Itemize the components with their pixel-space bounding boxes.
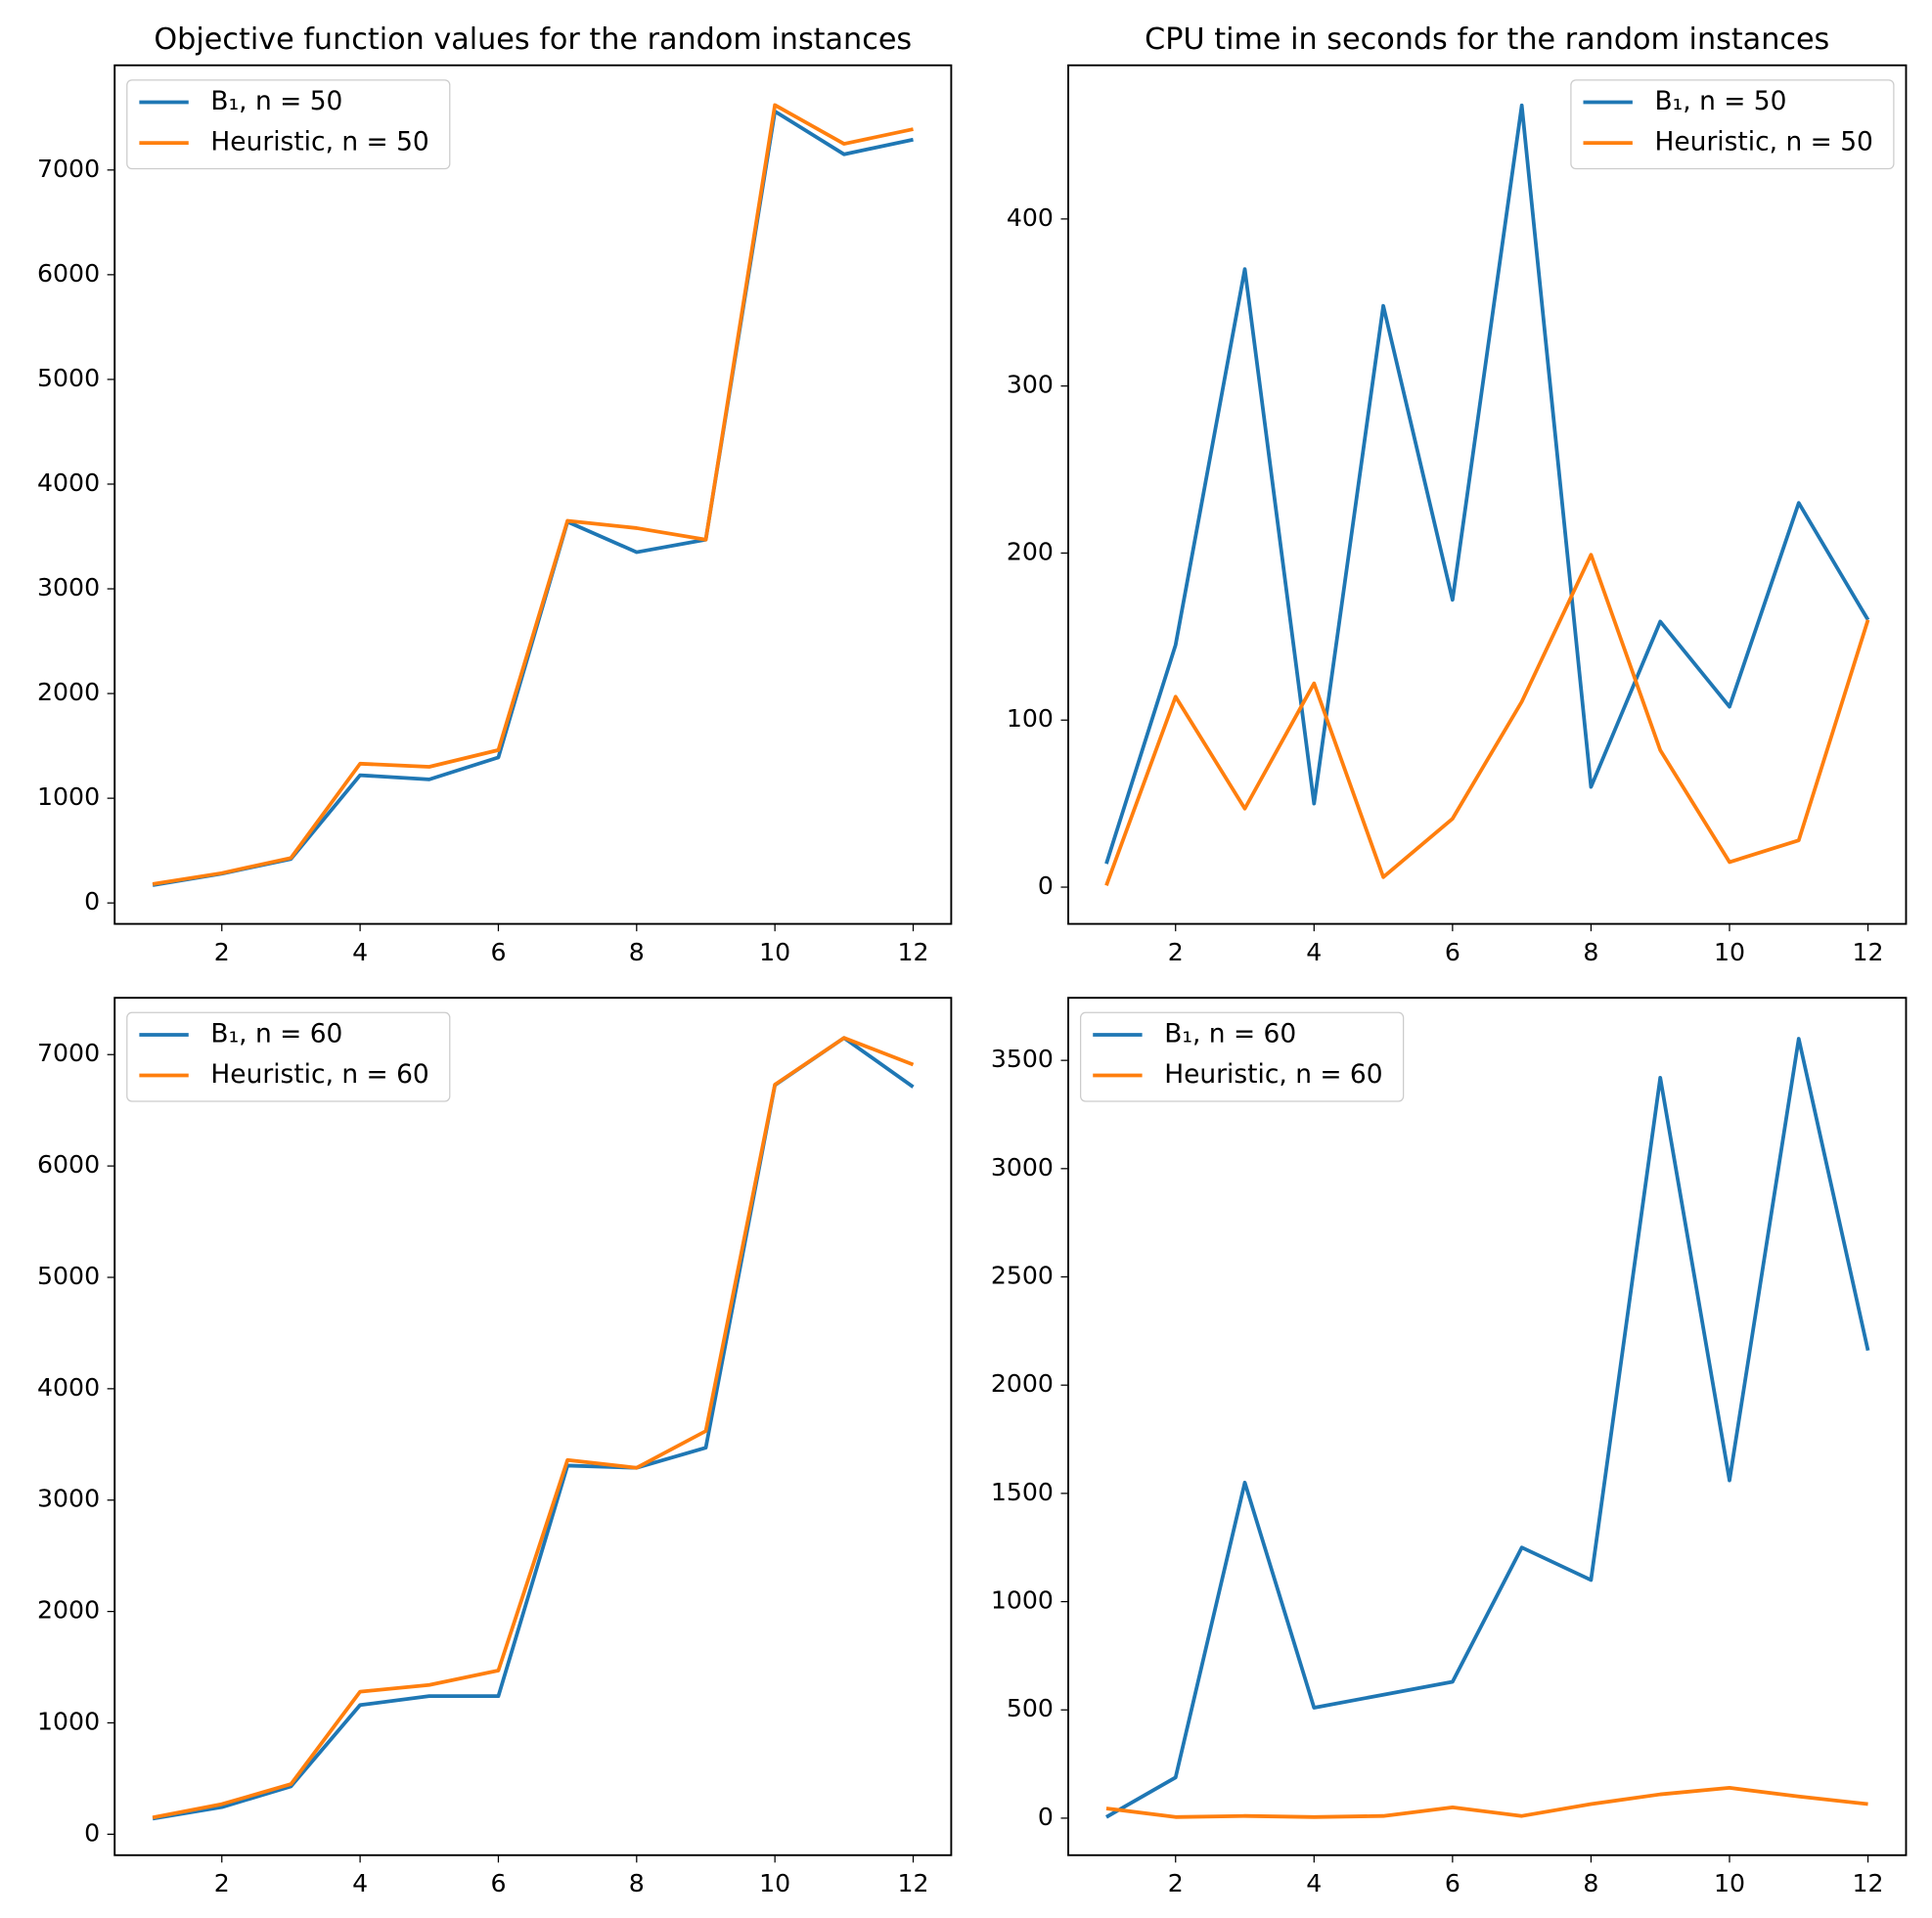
y-tick-label: 3500 — [991, 1045, 1054, 1073]
axes-frame — [1067, 997, 1908, 1856]
y-tick-label: 4000 — [37, 468, 100, 497]
y-tick-label: 2500 — [991, 1262, 1054, 1290]
axes-frame — [113, 64, 953, 925]
series-line — [1104, 553, 1870, 886]
x-tick-label: 10 — [1714, 938, 1745, 966]
x-tick-label: 6 — [1445, 938, 1460, 966]
y-tick-label: 1000 — [37, 1707, 100, 1735]
x-tick-label: 10 — [1714, 1869, 1745, 1897]
y-tick-label: 0 — [1038, 1803, 1054, 1831]
legend-label: B₁, n = 60 — [1164, 1018, 1296, 1048]
subplot: Objective function values for the random… — [37, 22, 953, 966]
x-tick-label: 12 — [897, 1869, 928, 1897]
y-tick-label: 0 — [84, 1818, 100, 1847]
legend-box — [1570, 79, 1895, 170]
x-tick-label: 12 — [897, 938, 928, 966]
legend: B₁, n = 60 Heuristic, n = 60 — [1080, 1011, 1405, 1102]
legend-label: Heuristic, n = 50 — [210, 127, 428, 157]
legend: B₁, n = 50 Heuristic, n = 50 — [1570, 79, 1895, 170]
axes-frame — [1067, 64, 1908, 925]
y-tick-label: 6000 — [37, 1150, 100, 1179]
legend-box — [126, 79, 451, 170]
x-tick-label: 6 — [490, 938, 506, 966]
y-tick-label: 3000 — [37, 573, 100, 602]
y-tick-label: 0 — [84, 887, 100, 915]
y-tick-label: 1000 — [37, 782, 100, 811]
legend-box — [1080, 1011, 1405, 1102]
x-tick-label: 2 — [1168, 1869, 1184, 1897]
y-tick-label: 6000 — [37, 259, 100, 288]
y-tick-label: 200 — [1007, 537, 1054, 565]
series-line — [152, 109, 914, 887]
y-tick-label: 2000 — [991, 1369, 1054, 1398]
y-tick-label: 400 — [1007, 203, 1054, 232]
y-tick-label: 3000 — [991, 1153, 1054, 1182]
x-tick-label: 4 — [352, 938, 368, 966]
series-line — [152, 1036, 915, 1820]
x-tick-label: 12 — [1853, 938, 1884, 966]
subplot: 2 4 6 8 10 12 0 1000 2000 3000 4000 5000 6000 7000 B₁,… — [37, 997, 953, 1897]
x-tick-label: 2 — [1168, 938, 1184, 966]
subplot: 2 4 6 8 10 12 0 500 1000 1500 2000 2500 3000 3500 B₁, … — [991, 997, 1908, 1897]
y-tick-label: 5000 — [37, 364, 100, 392]
legend-label: Heuristic, n = 60 — [210, 1059, 428, 1090]
x-tick-label: 8 — [1583, 1869, 1598, 1897]
subplot: CPU time in seconds for the random insta… — [1007, 22, 1908, 966]
chart-title: Objective function values for the random… — [154, 22, 912, 57]
x-tick-label: 2 — [214, 1869, 230, 1897]
x-tick-label: 4 — [352, 1869, 368, 1897]
y-tick-label: 3000 — [37, 1485, 100, 1513]
x-tick-label: 6 — [490, 1869, 506, 1897]
y-tick-label: 100 — [1007, 704, 1054, 733]
x-tick-label: 4 — [1306, 1869, 1322, 1897]
legend-label: B₁, n = 50 — [210, 86, 342, 116]
legend: B₁, n = 50 Heuristic, n = 50 — [126, 79, 451, 170]
legend-label: Heuristic, n = 50 — [1655, 127, 1873, 157]
chart-title: CPU time in seconds for the random insta… — [1145, 22, 1829, 57]
y-tick-label: 0 — [1038, 871, 1054, 900]
y-tick-label: 5000 — [37, 1262, 100, 1290]
series-line — [1105, 1037, 1870, 1819]
x-tick-label: 4 — [1306, 938, 1322, 966]
y-tick-label: 7000 — [37, 1039, 100, 1067]
x-tick-label: 6 — [1445, 1869, 1460, 1897]
x-tick-label: 8 — [629, 1869, 645, 1897]
legend-label: Heuristic, n = 60 — [1164, 1059, 1382, 1090]
axes-frame — [113, 997, 953, 1856]
series-line — [1104, 103, 1870, 865]
y-tick-label: 500 — [1007, 1694, 1054, 1722]
series-line — [1105, 1786, 1868, 1819]
series-line — [152, 1036, 915, 1821]
series-line — [152, 103, 914, 886]
legend-label: B₁, n = 60 — [210, 1018, 342, 1048]
y-tick-label: 7000 — [37, 155, 100, 183]
y-tick-label: 2000 — [37, 678, 100, 706]
y-tick-label: 2000 — [37, 1596, 100, 1625]
legend: B₁, n = 60 Heuristic, n = 60 — [126, 1011, 451, 1102]
y-tick-label: 300 — [1007, 371, 1054, 399]
x-tick-label: 2 — [214, 938, 230, 966]
x-tick-label: 10 — [759, 938, 790, 966]
y-tick-label: 1500 — [991, 1478, 1054, 1506]
y-tick-label: 1000 — [991, 1586, 1054, 1615]
x-tick-label: 8 — [1583, 938, 1598, 966]
x-tick-label: 8 — [629, 938, 645, 966]
y-tick-label: 4000 — [37, 1373, 100, 1402]
legend-box — [126, 1011, 451, 1102]
x-tick-label: 10 — [759, 1869, 790, 1897]
legend-label: B₁, n = 50 — [1655, 86, 1787, 116]
x-tick-label: 12 — [1853, 1869, 1884, 1897]
